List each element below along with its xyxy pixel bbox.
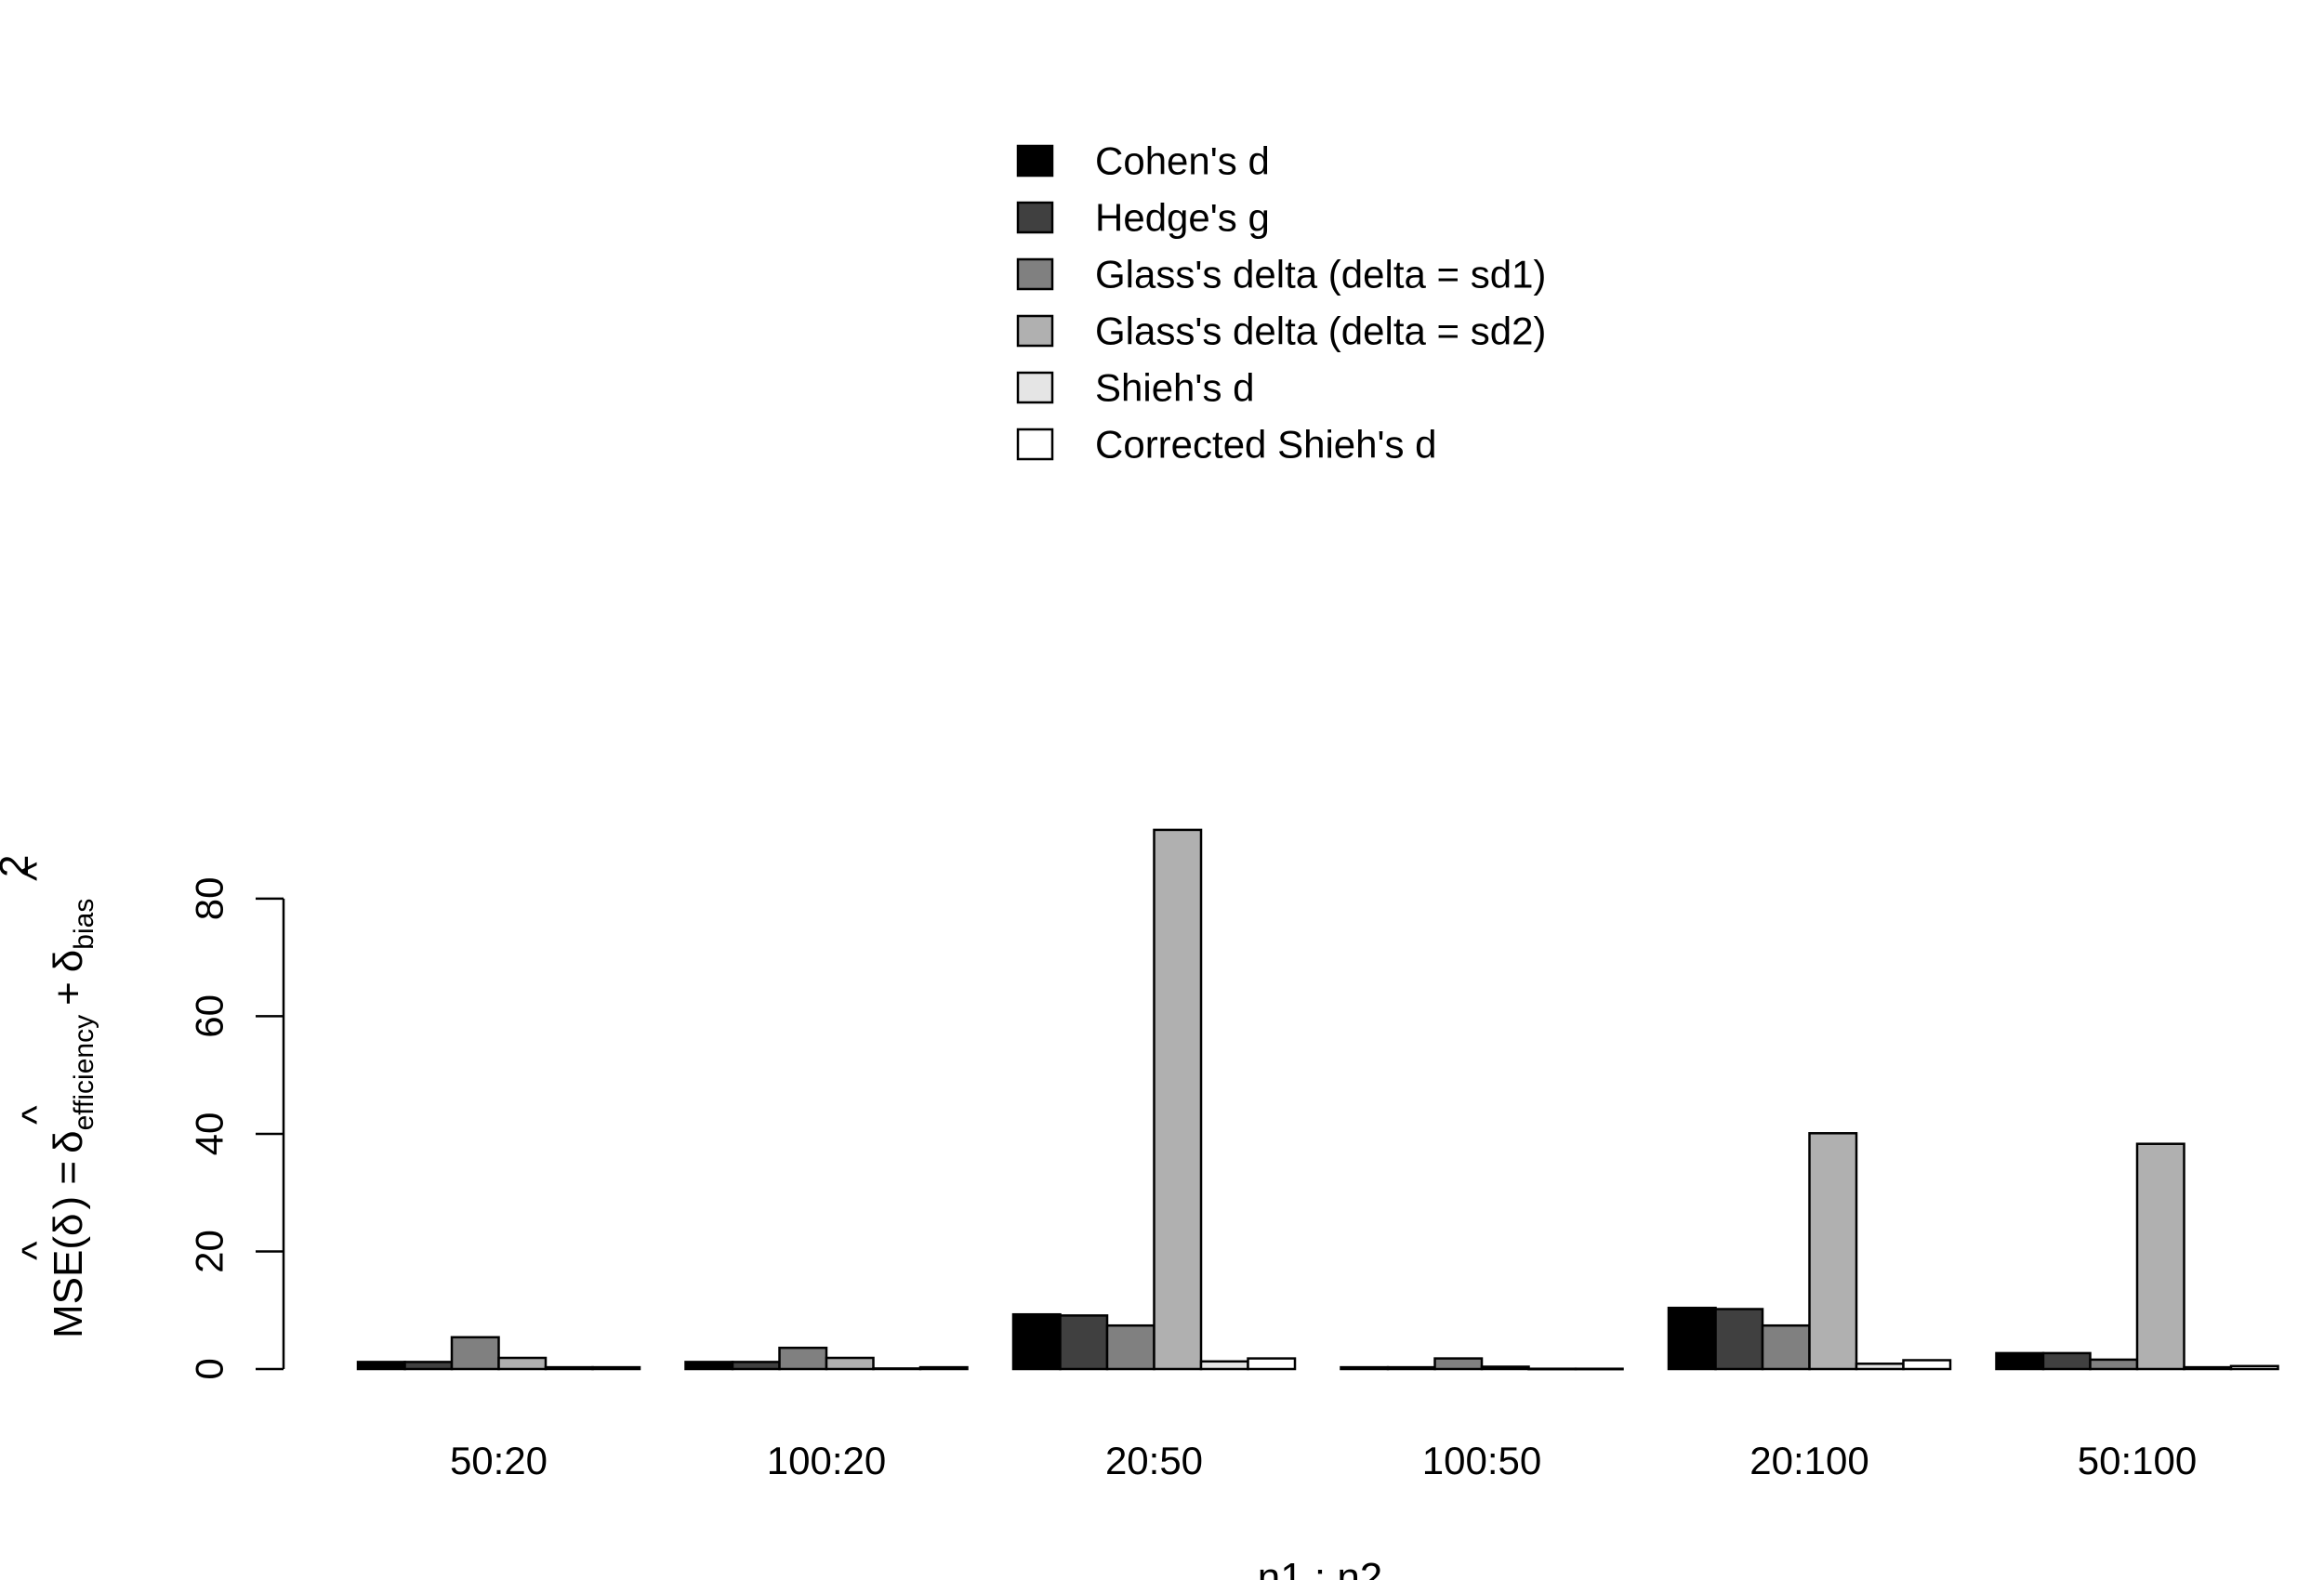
y-tick-label: 60 [188,994,231,1038]
y-tick-label: 0 [188,1358,231,1379]
bar [1995,1351,2045,1371]
y-title-prefix: MSE( [46,1236,91,1338]
legend-swatch [1016,201,1054,234]
x-tick-label: 20:50 [1105,1439,1203,1482]
bar [1574,1367,1624,1371]
bar [1480,1365,1530,1371]
x-tick-label: 100:20 [767,1439,886,1482]
bar [1808,1132,1858,1371]
bar [1527,1367,1578,1371]
bar [403,1361,454,1371]
x-tick-label: 100:50 [1422,1439,1541,1482]
bars [356,828,2279,1371]
legend-label: Glass's delta (delta = sd1) [1095,253,1546,296]
y-title-plus: + [46,981,91,1006]
legend-label: Cohen's d [1095,139,1270,183]
bar [1902,1359,1952,1371]
x-tick-label: 50:20 [450,1439,548,1482]
legend-swatch [1016,371,1054,404]
bar [1059,1314,1109,1371]
bar [544,1365,594,1371]
legend-label: Corrected Shieh's d [1095,423,1437,467]
y-title-sub-bias: bias [69,899,99,950]
y-title-delta-2: δ [46,1130,91,1153]
bar [872,1367,922,1371]
bar [1011,1312,1062,1371]
y-title-sup-2: 2 [0,855,37,877]
bar [1855,1363,1905,1371]
y-tick-label: 40 [188,1113,231,1156]
bar [1761,1323,1811,1371]
bar [450,1336,500,1371]
bar [2135,1142,2185,1371]
bar [778,1346,828,1371]
legend-swatch [1016,257,1054,291]
y-title-middle: ) = [46,1161,91,1210]
bar [918,1365,969,1371]
bar [2183,1365,2233,1371]
x-tick-label: 20:100 [1750,1439,1868,1482]
bar [1386,1365,1436,1371]
svg-text:MSE(δ) =δefficiency+δbias: MSE(δ) =δefficiency+δbias [46,899,99,1338]
y-title-hat-1: ^ [14,1241,59,1260]
bar [356,1361,406,1371]
y-title-hat-2: ^ [14,1105,59,1125]
bar [497,1356,548,1371]
legend-label: Hedge's g [1095,196,1270,240]
legend-swatch [1016,314,1054,348]
bar [1433,1357,1484,1371]
legend-swatch [1016,144,1054,178]
bar [1199,1360,1249,1371]
bar [1340,1365,1390,1371]
bar [1153,828,1203,1371]
bar [1105,1323,1155,1371]
bar [1667,1306,1717,1371]
legend-label: Glass's delta (delta = sd2) [1095,309,1546,353]
y-title-delta: δ [46,1214,91,1237]
bar [2041,1351,2092,1371]
bar [684,1361,734,1371]
legend: Cohen's d Hedge's g Glass's delta (delta =… [1016,139,1546,467]
y-title-hat-3: ^ [14,862,59,881]
bar [2229,1364,2279,1371]
y-title-sub-efficiency: efficiency [69,1015,99,1131]
x-axis-title: n1 : n2 [1258,1555,1383,1580]
y-tick-label: 20 [188,1230,231,1273]
bar [825,1356,875,1371]
legend-swatch [1016,428,1054,461]
bar [1714,1308,1764,1371]
y-axis-title: MSE(δ) =δefficiency+δbias ^ ^ ^ 2 [0,855,99,1338]
bar [591,1365,641,1371]
y-title-delta-3: δ [46,950,91,973]
legend-label: Shieh's d [1095,366,1254,410]
y-axis: 0 20 40 60 80 [188,877,285,1380]
bar [1247,1357,1297,1371]
x-tick-labels: 50:20 100:20 20:50 100:50 20:100 50:100 [450,1439,2197,1482]
bar [2089,1358,2139,1371]
y-tick-label: 80 [188,877,231,921]
bar [731,1361,781,1371]
x-tick-label: 50:100 [2078,1439,2197,1482]
